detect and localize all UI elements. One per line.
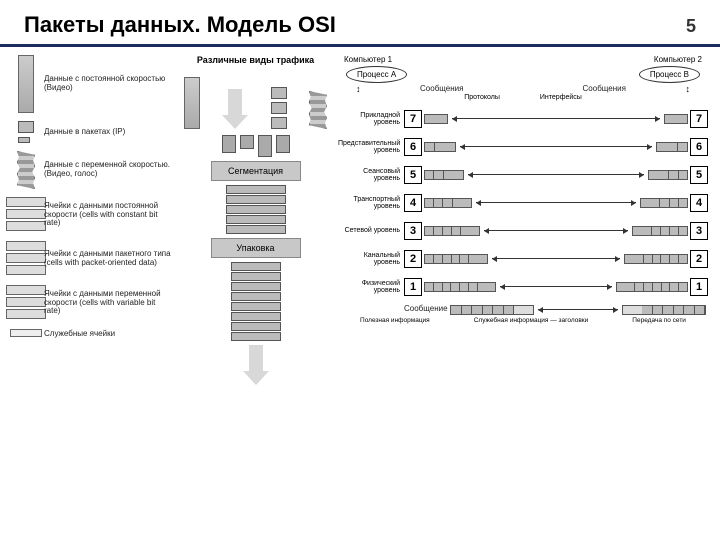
interfaces-label: Интерфейсы	[540, 94, 582, 101]
osi-layer-row: Канальный уровень22	[338, 245, 708, 273]
layer-name: Канальный уровень	[338, 252, 404, 266]
bottom-pdu-left	[450, 305, 534, 315]
layer-name: Сеансовый уровень	[338, 168, 404, 182]
cells-const-icon	[6, 197, 46, 233]
protocol-arrow	[500, 286, 612, 287]
pdu-bar-right	[640, 198, 688, 208]
legend-label: Данные с переменной скоростью. (Видео, г…	[44, 161, 173, 179]
tall-block-icon	[18, 55, 34, 113]
layer-name: Физический уровень	[338, 280, 404, 294]
section-title: Различные виды трафика	[173, 55, 338, 65]
service-label: Служебная информация — заголовки	[474, 317, 589, 324]
protocol-arrow	[492, 258, 620, 259]
osi-layer-row: Транспортный уровень44	[338, 189, 708, 217]
layer-number-left: 1	[404, 278, 422, 296]
pdu-bar-right	[632, 226, 688, 236]
process-b: Процесс В	[639, 66, 700, 83]
pdu-bar-right	[648, 170, 688, 180]
layer-name: Представительный уровень	[338, 140, 404, 154]
layer-number-left: 3	[404, 222, 422, 240]
packing-label: Упаковка	[211, 238, 301, 258]
layer-number-right: 7	[690, 110, 708, 128]
layer-number-right: 1	[690, 278, 708, 296]
layer-name: Сетевой уровень	[338, 227, 404, 234]
packed-stack	[173, 262, 338, 341]
legend-label: Данные в пакетах (IP)	[44, 128, 125, 137]
layer-number-left: 7	[404, 110, 422, 128]
down-arrow-icon	[243, 345, 269, 385]
msg-label: Сообщения	[420, 85, 463, 94]
svc-cell-icon	[10, 329, 42, 337]
layer-number-right: 2	[690, 250, 708, 268]
layer-name: Прикладной уровень	[338, 112, 404, 126]
pdu-bar-left	[424, 226, 480, 236]
msg-bottom-label: Сообщение	[404, 305, 448, 314]
legend-label: Служебные ячейки	[44, 330, 115, 339]
layer-number-right: 3	[690, 222, 708, 240]
segment-stack	[173, 185, 338, 234]
title-rule	[0, 44, 720, 47]
transfer-label: Передача по сети	[632, 317, 686, 324]
process-a: Процесс А	[346, 66, 407, 83]
page-number: 5	[686, 16, 696, 37]
computer2-label: Компьютер 2	[654, 55, 702, 64]
legend-label: Ячейки с данными постоянной скорости (ce…	[44, 202, 173, 228]
updown-arrow-icon: ↕	[356, 85, 361, 94]
pdu-bar-right	[616, 282, 688, 292]
legend-label: Ячейки с данными переменной скорости (ce…	[44, 290, 173, 316]
traffic-flow: Различные виды трафика Сегментация Упако…	[173, 55, 338, 515]
cells-var-icon	[6, 285, 46, 321]
pdu-bar-left	[424, 142, 456, 152]
useful-label: Полезная информация	[360, 317, 430, 324]
osi-layer-row: Сетевой уровень33	[338, 217, 708, 245]
pdu-bar-left	[424, 282, 496, 292]
pdu-bar-right	[624, 254, 688, 264]
computer1-label: Компьютер 1	[344, 55, 392, 64]
layer-number-left: 6	[404, 138, 422, 156]
osi-layer-row: Сеансовый уровень55	[338, 161, 708, 189]
protocol-arrow	[452, 118, 660, 119]
osi-layer-row: Прикладной уровень77	[338, 105, 708, 133]
legend-label: Данные с постоянной скоростью (Видео)	[44, 75, 173, 93]
pdu-bar-left	[424, 254, 488, 264]
layer-name: Транспортный уровень	[338, 196, 404, 210]
protocol-arrow	[484, 230, 628, 231]
layer-number-left: 5	[404, 166, 422, 184]
layer-number-right: 5	[690, 166, 708, 184]
content: Данные с постоянной скоростью (Видео) Да…	[0, 55, 720, 515]
cells-pkt-icon	[6, 241, 46, 277]
network-transfer-arrow	[538, 309, 618, 310]
protocol-arrow	[460, 146, 652, 147]
pdu-bar-right	[656, 142, 688, 152]
layer-number-left: 2	[404, 250, 422, 268]
protocol-arrow	[468, 174, 644, 175]
layer-number-left: 4	[404, 194, 422, 212]
osi-layer-row: Представительный уровень66	[338, 133, 708, 161]
cube-icon	[18, 121, 34, 133]
pdu-bar-left	[424, 114, 448, 124]
slide-header: Пакеты данных. Модель OSI 5	[0, 0, 720, 44]
protocol-arrow	[476, 202, 636, 203]
pdu-bar-left	[424, 170, 464, 180]
legend-label: Ячейки с данными пакетного типа (cells w…	[44, 250, 173, 268]
protocols-label: Протоколы	[464, 94, 500, 101]
down-arrow-icon	[222, 89, 248, 129]
jagged-icon	[17, 151, 35, 189]
pdu-bar-left	[424, 198, 472, 208]
segmentation-label: Сегментация	[211, 161, 301, 181]
page-title: Пакеты данных. Модель OSI	[24, 12, 336, 38]
msg-label: Сообщения	[583, 85, 626, 94]
traffic-legend: Данные с постоянной скоростью (Видео) Да…	[8, 55, 173, 515]
layer-number-right: 4	[690, 194, 708, 212]
layer-number-right: 6	[690, 138, 708, 156]
bottom-pdu-right	[622, 305, 706, 315]
osi-model: Компьютер 1 Компьютер 2 Процесс А Процес…	[338, 55, 708, 515]
pdu-bar-right	[664, 114, 688, 124]
osi-layer-row: Физический уровень11	[338, 273, 708, 301]
updown-arrow-icon: ↕	[685, 85, 690, 94]
